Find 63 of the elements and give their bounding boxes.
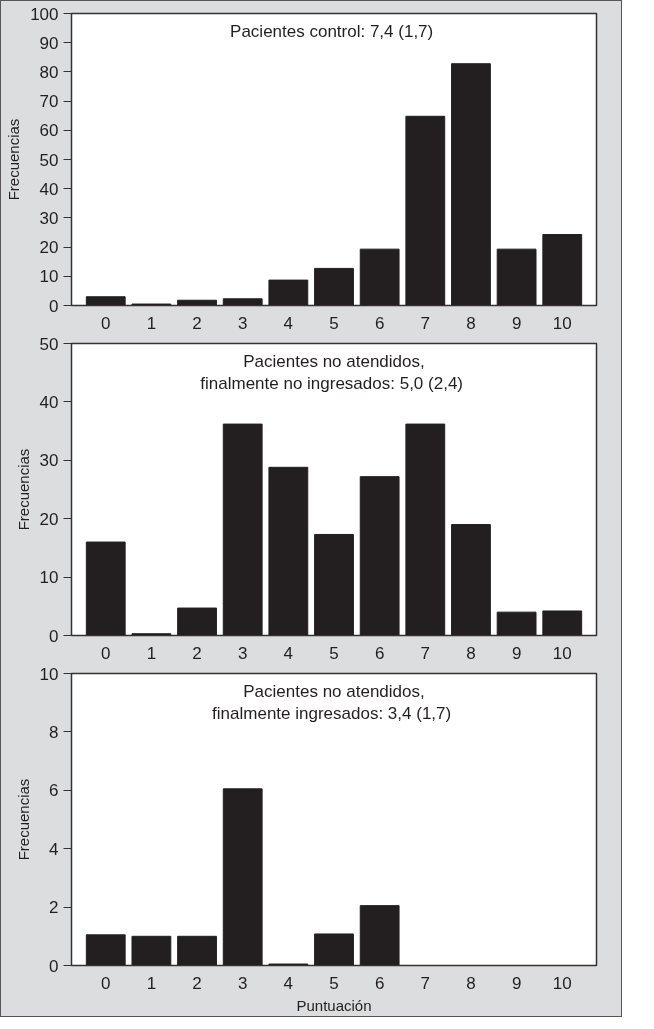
x-tick-label: 6 — [374, 973, 385, 993]
x-tick-label: 0 — [101, 643, 111, 663]
x-tick-label: 10 — [552, 643, 572, 663]
y-tick-label: 40 — [39, 392, 59, 412]
x-tick-label: 9 — [511, 973, 522, 993]
x-tick-label: 10 — [552, 313, 572, 333]
y-tick-label: 60 — [39, 121, 59, 141]
x-tick-label: 0 — [101, 313, 111, 333]
y-tick-label: 0 — [49, 956, 59, 976]
y-tick-label: 10 — [39, 664, 59, 684]
x-tick-label: 7 — [420, 313, 431, 333]
y-tick-label: 40 — [39, 179, 59, 199]
x-axis-title: Puntuación — [296, 996, 372, 1014]
y-tick-label: 10 — [39, 568, 59, 588]
y-tick-label: 0 — [49, 296, 59, 316]
x-tick-label: 3 — [237, 643, 248, 663]
y-tick-label: 90 — [39, 33, 59, 53]
x-tick-label: 3 — [237, 313, 248, 333]
y-tick-label: 70 — [39, 92, 59, 112]
x-tick-label: 7 — [420, 973, 431, 993]
y-axis-title: Frecuencias — [14, 778, 32, 861]
x-tick-label: 10 — [552, 973, 572, 993]
x-tick-label: 9 — [511, 643, 522, 663]
annotation: Pacientes no atendidos, finalmente no ingresados: 5,0 (2,4) — [200, 351, 463, 394]
x-tick-label: 5 — [329, 643, 339, 663]
x-tick-label: 5 — [329, 973, 339, 993]
x-tick-label: 4 — [283, 973, 294, 993]
x-tick-label: 9 — [511, 313, 522, 333]
x-tick-label: 6 — [374, 643, 385, 663]
x-tick-label: 2 — [192, 973, 202, 993]
x-tick-label: 0 — [101, 973, 111, 993]
x-tick-label: 6 — [374, 313, 385, 333]
x-tick-label: 2 — [192, 313, 202, 333]
x-tick-label: 1 — [146, 973, 157, 993]
y-tick-label: 6 — [49, 781, 59, 801]
x-tick-label: 8 — [466, 643, 476, 663]
y-tick-label: 2 — [49, 898, 59, 918]
y-tick-label: 20 — [39, 509, 59, 529]
x-tick-label: 4 — [283, 313, 294, 333]
y-tick-label: 100 — [30, 4, 59, 24]
y-tick-label: 4 — [49, 839, 59, 859]
y-axis-title: Frecuencias — [14, 448, 32, 531]
x-tick-label: 1 — [146, 643, 157, 663]
annotation: Pacientes control: 7,4 (1,7) — [230, 21, 434, 41]
y-tick-label: 80 — [39, 62, 59, 82]
x-tick-label: 4 — [283, 643, 294, 663]
y-tick-label: 0 — [49, 626, 59, 646]
y-tick-label: 20 — [39, 238, 59, 258]
x-tick-label: 5 — [329, 313, 339, 333]
y-tick-label: 30 — [39, 451, 59, 471]
x-tick-label: 2 — [192, 643, 202, 663]
y-tick-label: 50 — [39, 150, 59, 170]
y-tick-label: 50 — [39, 334, 59, 354]
y-tick-label: 30 — [39, 208, 59, 228]
y-tick-label: 10 — [39, 267, 59, 287]
x-tick-label: 7 — [420, 643, 431, 663]
annotation: Pacientes no atendidos, finalmente ingresados: 3,4 (1,7) — [212, 681, 452, 724]
y-tick-label: 8 — [49, 722, 59, 742]
x-tick-label: 8 — [466, 313, 476, 333]
x-tick-label: 1 — [146, 313, 157, 333]
y-axis-title: Frecuencias — [5, 118, 23, 201]
x-tick-label: 8 — [466, 973, 476, 993]
x-tick-label: 3 — [237, 973, 248, 993]
